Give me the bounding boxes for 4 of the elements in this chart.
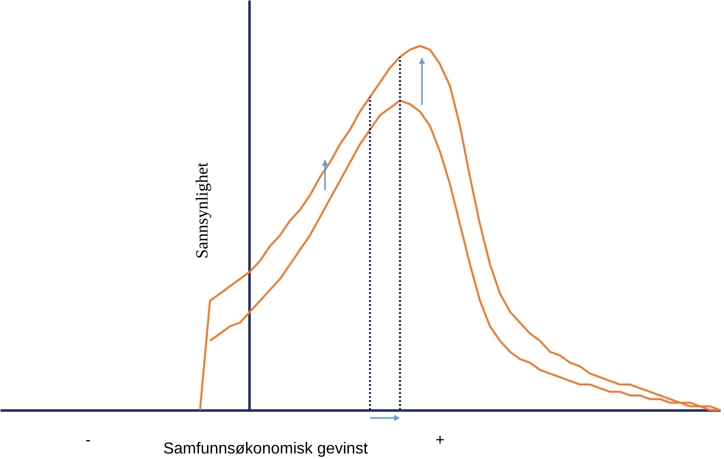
text: - bbox=[85, 432, 91, 449]
x-axis-title: Samfunnsøkonomisk gevinst bbox=[163, 440, 368, 458]
text: + bbox=[435, 432, 445, 449]
y-axis-title: Sannsynlighet bbox=[192, 162, 212, 259]
